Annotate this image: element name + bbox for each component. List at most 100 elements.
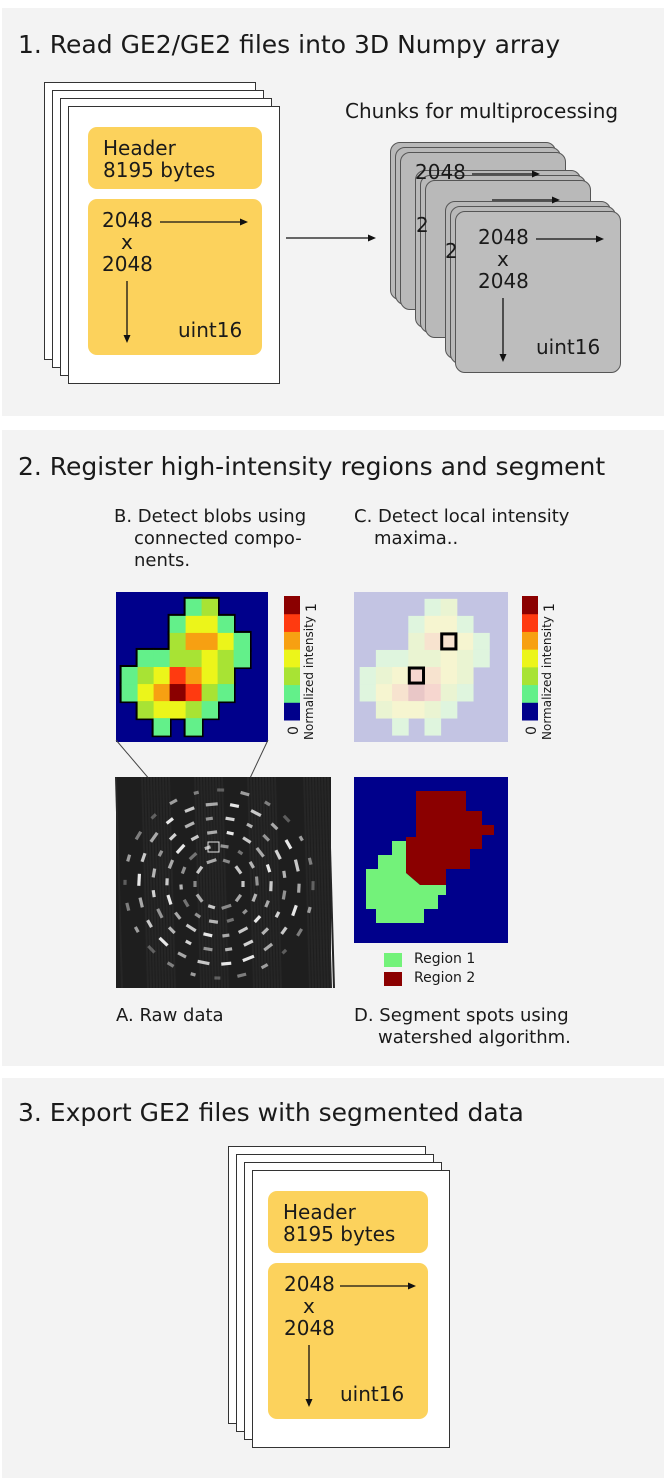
chunk-dim-x: x bbox=[497, 247, 509, 271]
diffraction-spot bbox=[193, 790, 200, 795]
heatmap-cell bbox=[408, 615, 425, 634]
step2-panel: 2. Register high-intensity regions and s… bbox=[2, 430, 664, 1066]
diffraction-spot bbox=[125, 902, 131, 912]
detector-streak bbox=[321, 776, 329, 989]
diffraction-spot bbox=[156, 908, 164, 919]
detector-streak bbox=[221, 776, 229, 989]
diffraction-spot bbox=[248, 861, 255, 869]
heatmap-cell bbox=[233, 632, 250, 651]
detector-streak bbox=[327, 776, 335, 989]
heatmap-cell bbox=[217, 615, 234, 634]
image-data-block: 2048 x 2048 uint16 bbox=[88, 199, 262, 355]
out-header-block: Header 8195 bytes bbox=[268, 1191, 428, 1253]
detector-streak bbox=[197, 776, 205, 989]
colorbar-b bbox=[284, 596, 300, 721]
blob-heatmap bbox=[116, 592, 268, 742]
heatmap-cell bbox=[408, 684, 425, 702]
diffraction-spot bbox=[217, 788, 225, 792]
diffraction-spot bbox=[175, 843, 186, 855]
diffraction-spot bbox=[236, 972, 247, 978]
heatmap-cell bbox=[201, 701, 218, 719]
colorbar-c bbox=[522, 596, 538, 721]
heatmap-cell bbox=[392, 701, 409, 719]
out-column-arrow-icon bbox=[305, 1345, 313, 1407]
heatmap-cell bbox=[121, 667, 138, 685]
detector-streak bbox=[206, 776, 214, 989]
colorbar-step bbox=[284, 702, 300, 721]
diffraction-spot bbox=[296, 928, 304, 937]
diffraction-spot bbox=[226, 917, 235, 923]
diffraction-spot bbox=[221, 961, 232, 966]
caption-d: D. Segment spots using watershed algorit… bbox=[354, 1005, 571, 1049]
diffraction-spot bbox=[264, 800, 271, 807]
diffraction-spot bbox=[205, 816, 214, 821]
diffraction-spot bbox=[226, 830, 234, 836]
chunk-dim-bottom: 2048 bbox=[478, 269, 529, 293]
diffraction-spot bbox=[234, 893, 243, 903]
step3-title: 3. Export GE2 files with segmented data bbox=[18, 1098, 524, 1127]
heatmap-cell bbox=[424, 667, 442, 685]
colorbar-step bbox=[522, 613, 538, 632]
heatmap-cell bbox=[392, 718, 409, 736]
diffraction-spot bbox=[281, 890, 287, 900]
watershed-segmentation bbox=[354, 777, 508, 943]
heatmap-cell bbox=[473, 632, 490, 651]
heatmap-cell bbox=[185, 701, 202, 719]
heatmap-cell bbox=[137, 667, 154, 685]
diffraction-spot bbox=[165, 878, 169, 886]
chunk-1-arrow-icon bbox=[472, 170, 540, 178]
detector-streak bbox=[144, 776, 152, 989]
diffraction-spot bbox=[206, 858, 217, 865]
heatmap-cell bbox=[201, 649, 218, 668]
chunk-column-arrow-icon bbox=[499, 298, 507, 362]
diffraction-spot bbox=[205, 802, 218, 807]
detector-streak bbox=[209, 776, 217, 989]
detector-streak bbox=[309, 776, 317, 989]
colorbar-step bbox=[522, 649, 538, 668]
chunk-3-front: 2048 x 2048 uint16 bbox=[455, 211, 621, 373]
diffraction-spot bbox=[306, 906, 312, 914]
heatmap-cell bbox=[440, 632, 458, 651]
heatmap-cell bbox=[456, 615, 474, 634]
diffraction-spot bbox=[140, 852, 147, 863]
diffraction-spot bbox=[195, 893, 204, 903]
diffraction-spot bbox=[166, 961, 175, 968]
diffraction-spot bbox=[197, 959, 210, 966]
dim-x: x bbox=[121, 230, 133, 254]
detector-streak bbox=[215, 776, 223, 989]
heatmap-cell bbox=[408, 632, 425, 651]
legend-swatch-1 bbox=[384, 953, 402, 967]
heatmap-cell bbox=[185, 667, 202, 685]
heatmap-cell bbox=[392, 684, 409, 702]
diffraction-spot bbox=[298, 835, 304, 842]
caption-d-line1: D. Segment spots using bbox=[354, 1005, 569, 1026]
colorbar-step bbox=[284, 596, 300, 615]
diffraction-spot bbox=[221, 903, 232, 910]
colorbar-step bbox=[284, 666, 300, 686]
heatmap-cell bbox=[424, 684, 442, 702]
detector-streak bbox=[203, 776, 211, 989]
diffraction-spot bbox=[167, 859, 175, 869]
diffraction-spot bbox=[190, 834, 200, 842]
caption-b-line2: connected compo- bbox=[134, 528, 302, 549]
detector-streak bbox=[265, 776, 273, 989]
diffraction-spot bbox=[280, 926, 288, 935]
diffraction-spot bbox=[137, 873, 142, 886]
diffraction-spot bbox=[241, 881, 245, 887]
region-2-area bbox=[406, 791, 494, 885]
colorbar-step bbox=[284, 684, 300, 703]
heatmap-cell bbox=[424, 598, 442, 617]
heatmap-cell bbox=[440, 684, 458, 702]
colorbar-step bbox=[284, 613, 300, 632]
diffraction-spot bbox=[269, 881, 273, 892]
heatmap-cell bbox=[217, 632, 234, 651]
heatmap-cell bbox=[185, 598, 202, 617]
diffraction-spot bbox=[253, 915, 262, 924]
heatmap-cell bbox=[169, 667, 186, 685]
heatmap-cell bbox=[440, 667, 458, 685]
heatmap-cell bbox=[169, 632, 186, 651]
chunk-3-dim-text: 2 bbox=[445, 239, 458, 263]
diffraction-spot bbox=[251, 893, 258, 903]
step1-panel: 1. Read GE2/GE2 files into 3D Numpy arra… bbox=[2, 8, 664, 416]
diffraction-spot bbox=[250, 809, 262, 818]
